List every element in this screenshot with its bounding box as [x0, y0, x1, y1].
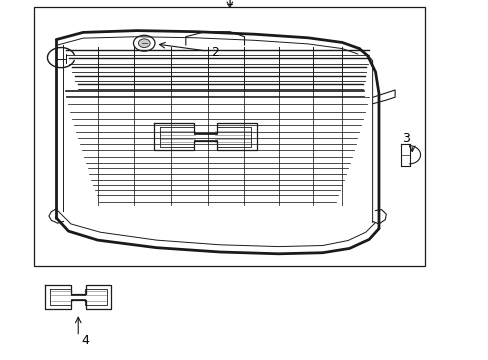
Text: 2: 2	[211, 46, 219, 59]
Text: 3: 3	[401, 132, 409, 145]
Text: 4: 4	[81, 334, 89, 347]
Circle shape	[138, 39, 150, 48]
Bar	[34, 7, 425, 266]
Text: 1: 1	[225, 0, 233, 8]
